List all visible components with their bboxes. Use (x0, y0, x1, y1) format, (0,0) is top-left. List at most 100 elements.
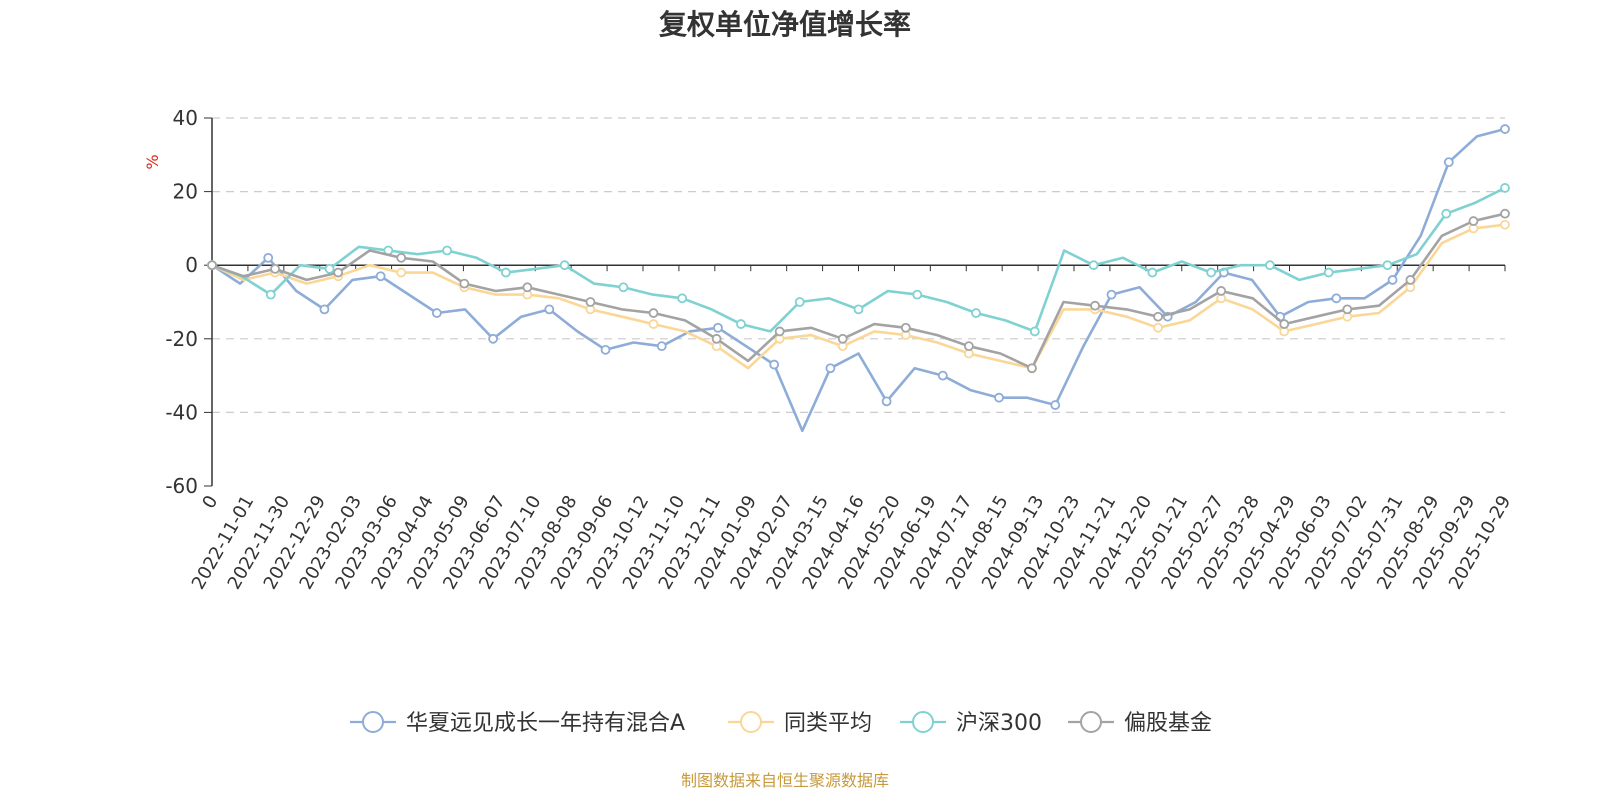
data-point (711, 333, 722, 344)
data-point (207, 260, 217, 271)
data-point (853, 304, 864, 315)
data-point (1342, 304, 1353, 315)
legend[interactable]: 华夏远见成长一年持有混合A 同类平均 沪深300 偏股基金 (350, 711, 1212, 736)
data-point (442, 245, 452, 256)
data-point (648, 319, 659, 329)
data-point (559, 260, 570, 271)
data-point (1441, 208, 1452, 219)
legend-label: 偏股基金 (1124, 711, 1212, 736)
legend-label: 沪深300 (956, 711, 1042, 736)
data-point (600, 344, 611, 355)
data-point (881, 396, 892, 407)
y-tick-label: 20 (173, 180, 198, 204)
data-point (1468, 216, 1479, 226)
data-point (1265, 260, 1275, 271)
legend-label: 同类平均 (784, 711, 872, 736)
data-point (648, 308, 659, 318)
data-point (1331, 293, 1342, 304)
data-point (1153, 322, 1163, 333)
series-4 (207, 208, 1510, 374)
data-point (522, 282, 533, 293)
legend-marker-icon (740, 711, 762, 733)
data-point (319, 304, 330, 315)
series-lines (207, 124, 1510, 433)
data-point (1050, 400, 1061, 410)
data-point (396, 267, 407, 278)
legend-marker-icon (1080, 711, 1102, 733)
chart-title: 复权单位净值增长率 (659, 8, 911, 41)
data-point (937, 370, 948, 381)
data-source-note: 制图数据来自恒生聚源数据库 (681, 771, 889, 790)
data-point (963, 341, 974, 352)
series-2 (207, 219, 1510, 374)
data-point (1500, 219, 1510, 230)
data-point (431, 308, 442, 318)
data-point (396, 252, 407, 263)
data-point (618, 282, 629, 293)
y-axis-unit: % (143, 154, 162, 169)
data-point (459, 278, 470, 289)
data-point (270, 263, 280, 274)
data-point (1088, 260, 1099, 271)
data-point (1029, 326, 1040, 337)
legend-item-4[interactable]: 偏股基金 (1068, 711, 1212, 736)
data-point (1405, 275, 1416, 285)
data-point (1153, 311, 1163, 322)
data-point (1147, 267, 1158, 278)
data-point (912, 289, 923, 300)
data-point (656, 341, 667, 352)
data-point (736, 319, 746, 329)
data-point (994, 392, 1004, 403)
data-point (1500, 183, 1510, 193)
data-point (1027, 363, 1037, 374)
series-1 (207, 124, 1510, 433)
data-point (837, 333, 848, 344)
data-point (1500, 208, 1510, 219)
y-tick-labels: 40 20 0 -20 -40 -60 (165, 106, 198, 498)
legend-item-3[interactable]: 沪深300 (900, 711, 1042, 736)
data-point (825, 363, 836, 374)
legend-item-2[interactable]: 同类平均 (728, 711, 872, 736)
legend-marker-icon (362, 711, 384, 733)
data-point (500, 267, 511, 278)
data-point (324, 263, 335, 274)
data-point (1206, 267, 1217, 278)
x-tick-label: 0 (198, 492, 222, 512)
y-tick-label: 0 (185, 253, 198, 277)
y-tick-label: -20 (165, 327, 198, 351)
data-point (263, 252, 274, 263)
data-point (375, 271, 386, 282)
data-point (1500, 124, 1510, 134)
data-point (1216, 286, 1227, 296)
legend-item-1[interactable]: 华夏远见成长一年持有混合A (350, 711, 685, 736)
data-point (1279, 319, 1290, 329)
data-point (713, 322, 723, 333)
data-point (333, 267, 344, 278)
data-point (488, 333, 498, 344)
data-point (544, 304, 555, 315)
data-point (585, 297, 596, 307)
y-tick-label: 40 (173, 106, 198, 130)
data-point (1387, 275, 1398, 285)
data-point (900, 322, 911, 333)
data-point (769, 359, 780, 370)
x-tick-labels: 02022-11-012022-11-302022-12-292023-02-0… (188, 492, 1516, 593)
legend-marker-icon (912, 711, 934, 733)
series-line (211, 223, 1506, 370)
data-point (794, 297, 805, 307)
data-point (1382, 260, 1393, 271)
data-point (677, 293, 688, 304)
data-point (774, 326, 785, 337)
data-point (971, 308, 981, 318)
legend-label: 华夏远见成长一年持有混合A (406, 711, 685, 736)
data-point (1090, 300, 1100, 311)
data-point (1443, 157, 1454, 168)
series-line (211, 212, 1506, 370)
axes (211, 118, 1506, 486)
series-line (211, 127, 1506, 433)
data-point (265, 289, 276, 300)
data-point (1323, 267, 1334, 278)
y-tick-label: -40 (165, 400, 198, 424)
data-point (1106, 289, 1117, 300)
